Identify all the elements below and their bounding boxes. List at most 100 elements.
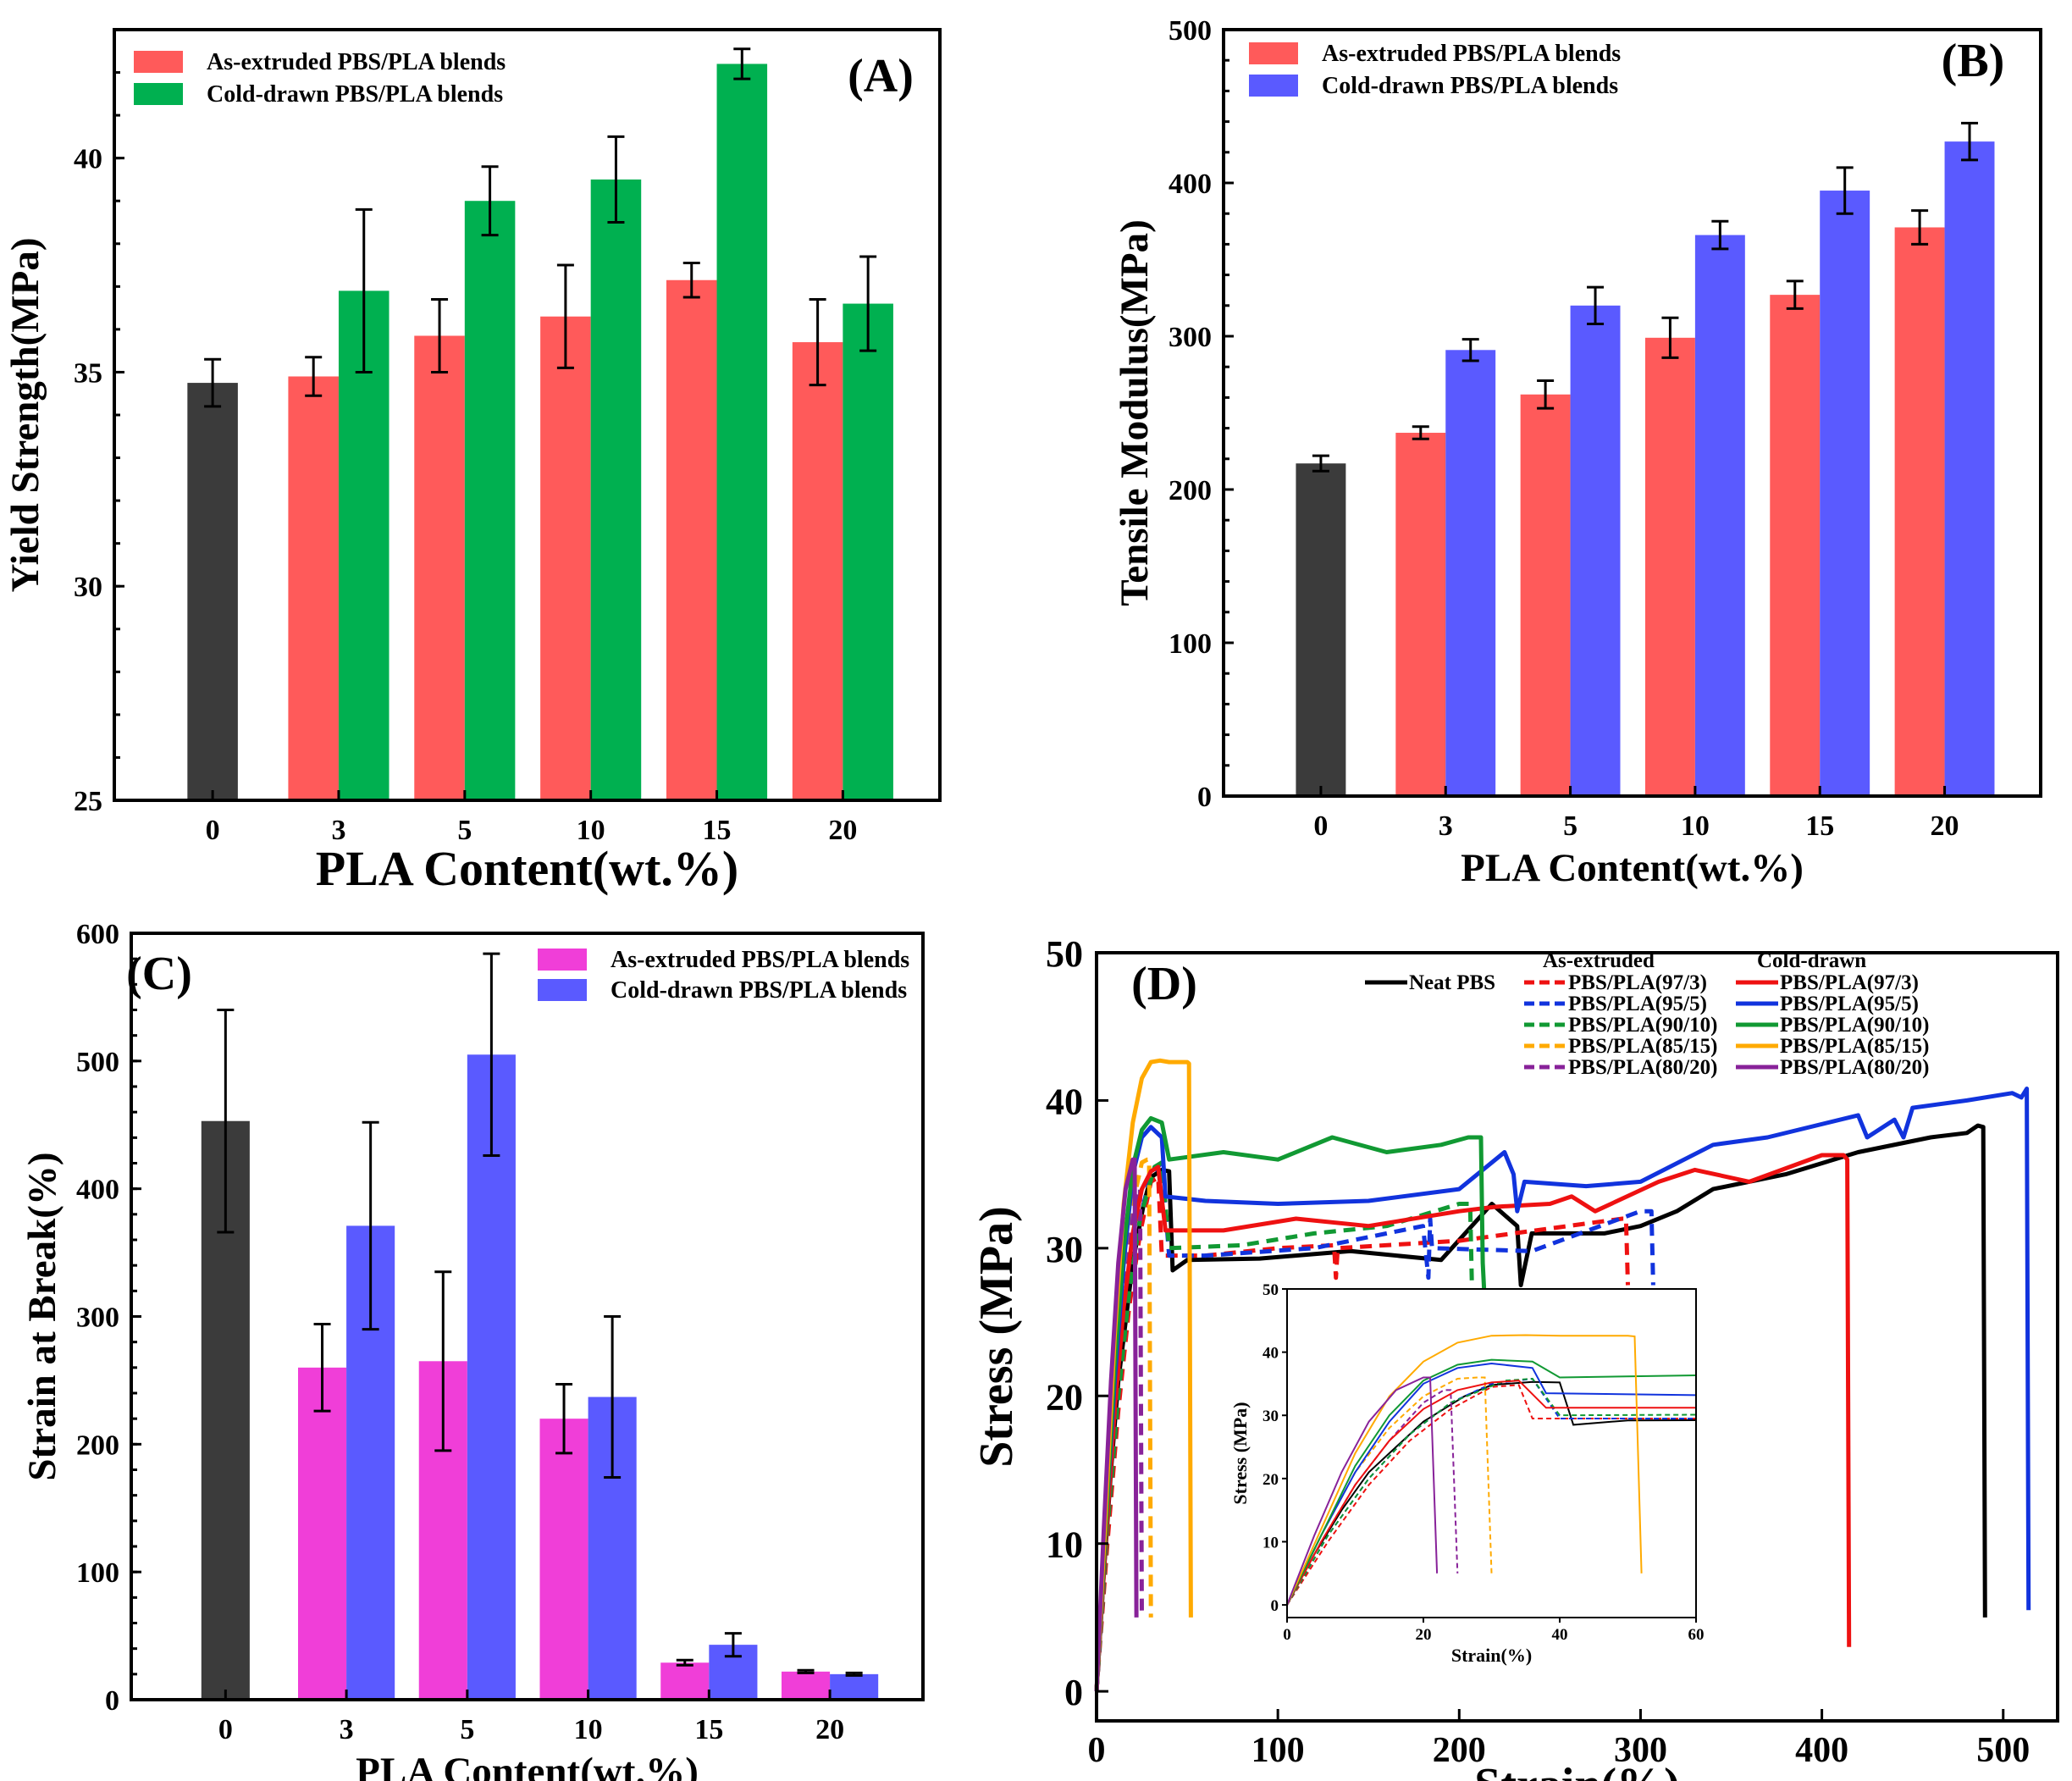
bar-as-extruded-pbs-pla-blends-3 xyxy=(1395,433,1446,796)
legend-swatch-cold-drawn-pbs-pla-blends xyxy=(538,979,587,1001)
y-tick-label: 500 xyxy=(1169,15,1212,47)
panel-d-stress-strain-chart: 010203040500100200300400500Strain(%)Stre… xyxy=(970,933,2059,1781)
y-axis-label: Strain at Break(%) xyxy=(20,1152,64,1480)
legend-label-as-extruded-pbs-pla-blends: As-extruded PBS/PLA blends xyxy=(1322,41,1621,67)
y-tick-label: 600 xyxy=(76,919,119,950)
x-tick-label-3: 3 xyxy=(340,1714,354,1745)
x-tick-label-10: 10 xyxy=(574,1714,603,1745)
legend-label-cold_drawn-pbs-pla-97-3: PBS/PLA(97/3) xyxy=(1780,971,1919,994)
x-tick-label-15: 15 xyxy=(703,815,732,846)
legend-swatch-as-extruded-pbs-pla-blends xyxy=(538,949,587,971)
bar-as-extruded-pbs-pla-blends-20 xyxy=(1894,227,1945,796)
y-tick-label: 40 xyxy=(74,144,102,175)
inset-y-tick-label: 50 xyxy=(1263,1281,1279,1299)
x-axis-label: PLA Content(wt.%) xyxy=(356,1750,699,1781)
bar-cold-drawn-pbs-pla-blends-5 xyxy=(1570,305,1621,796)
y-tick-label: 40 xyxy=(1046,1081,1083,1122)
curve-cold_drawn-pbs-pla-80-20 xyxy=(1094,1157,1139,1692)
y-tick-label: 100 xyxy=(76,1557,119,1589)
bar-as-extruded-pbs-pla-blends-5 xyxy=(414,335,465,800)
x-tick-label-0: 0 xyxy=(206,815,220,846)
curve-as_extruded-pbs-pla-95-5 xyxy=(1094,1160,1655,1692)
y-tick-label: 50 xyxy=(1046,933,1083,975)
x-tick-label-20: 20 xyxy=(828,815,857,846)
x-tick-label-15: 15 xyxy=(1805,810,1834,842)
y-tick-label: 35 xyxy=(74,357,102,389)
panel-c-strain-at-break-chart: 0 100 200 300 400 500 600 0 3 5 10 15 20 PLA Content(… xyxy=(20,919,925,1781)
legend-label-as-extruded-pbs-pla-blends: As-extruded PBS/PLA blends xyxy=(207,49,506,75)
bar-cold-drawn-pbs-pla-blends-20 xyxy=(830,1673,879,1700)
y-tick-label: 200 xyxy=(76,1430,119,1461)
y-tick-label: 200 xyxy=(1169,475,1212,506)
bar-cold-drawn-pbs-pla-blends-5 xyxy=(467,1054,516,1700)
legend-label-cold_drawn-pbs-pla-95-5: PBS/PLA(95/5) xyxy=(1780,993,1919,1015)
y-axis-label: Stress (MPa) xyxy=(970,1206,1023,1467)
y-tick-label: 25 xyxy=(74,786,102,817)
x-tick-label-3: 3 xyxy=(1439,810,1453,842)
legend-label-cold-drawn-pbs-pla-blends: Cold-drawn PBS/PLA blends xyxy=(611,977,907,1004)
x-tick-label-15: 15 xyxy=(694,1714,723,1745)
legend-label-neat-neat-pbs: Neat PBS xyxy=(1409,971,1495,994)
inset-curve-cold_drawn-pbs-pla-97-3 xyxy=(1286,1380,1696,1606)
inset-y-tick-label: 10 xyxy=(1263,1534,1279,1551)
legend-header-cold-drawn: Cold-drawn xyxy=(1757,949,1866,972)
x-tick-label-20: 20 xyxy=(1931,810,1959,842)
inset-curve-cold_drawn-pbs-pla-95-5 xyxy=(1286,1362,1697,1606)
x-tick-label: 0 xyxy=(1088,1731,1106,1770)
plot-frame xyxy=(130,932,925,1701)
inset-curve-as_extruded-pbs-pla-80-20 xyxy=(1286,1389,1459,1606)
y-tick-label: 0 xyxy=(1197,782,1212,813)
curve-cold_drawn-pbs-pla-90-10 xyxy=(1094,1115,1487,1692)
panel-b-tensile-modulus-chart: 0 100 200 300 400 500 0 3 5 10 15 20 PLA Content(wt.… xyxy=(1113,15,2042,890)
bar-cold-drawn-pbs-pla-blends-3 xyxy=(338,290,390,800)
y-tick-label: 30 xyxy=(1046,1229,1083,1270)
curve-cold_drawn-pbs-pla-97-3 xyxy=(1094,1153,1852,1692)
inset-y-tick-label: 0 xyxy=(1271,1597,1279,1615)
x-tick-label-0: 0 xyxy=(218,1714,233,1745)
legend-header-as-extruded: As-extruded xyxy=(1543,949,1655,972)
bar-cold-drawn-pbs-pla-blends-10 xyxy=(590,179,642,800)
panel-tag: (C) xyxy=(126,948,192,1000)
y-tick-label: 30 xyxy=(74,572,102,603)
y-tick-label: 400 xyxy=(76,1175,119,1206)
plot-frame xyxy=(1095,951,2059,1723)
legend-label-cold-drawn-pbs-pla-blends: Cold-drawn PBS/PLA blends xyxy=(207,81,503,108)
inset-y-tick-label: 20 xyxy=(1263,1471,1279,1489)
y-tick-label: 300 xyxy=(1169,322,1212,353)
inset-x-tick-label: 20 xyxy=(1416,1626,1432,1644)
legend-label-as-extruded-pbs-pla-blends: As-extruded PBS/PLA blends xyxy=(611,947,909,973)
inset-x-axis-label: Strain(%) xyxy=(1451,1645,1532,1666)
y-tick-label: 300 xyxy=(76,1303,119,1334)
bar-as-extruded-pbs-pla-blends-10 xyxy=(1644,337,1695,796)
y-tick-label: 10 xyxy=(1046,1524,1083,1566)
bar-as-extruded-pbs-pla-blends-3 xyxy=(297,1367,347,1700)
bar-as-extruded-pbs-pla-blends-10 xyxy=(540,316,591,800)
inset-chart: 0 10 20 30 40 50 0 20 40 60 Strain(%) Stress (MPa) xyxy=(1229,1281,1705,1666)
x-axis-label: Strain(%) xyxy=(1474,1759,1680,1781)
x-tick-label-5: 5 xyxy=(1563,810,1577,842)
x-tick-label-10: 10 xyxy=(1681,810,1710,842)
inset-y-axis-label: Stress (MPa) xyxy=(1229,1402,1251,1504)
inset-x-tick-label: 0 xyxy=(1283,1626,1291,1644)
y-tick-label: 20 xyxy=(1046,1376,1083,1418)
bar-as-extruded-pbs-pla-blends-10 xyxy=(539,1419,588,1700)
bar-as-extruded-pbs-pla-blends-20 xyxy=(792,342,843,800)
panel-tag: (D) xyxy=(1131,958,1197,1010)
inset-x-tick-label: 60 xyxy=(1688,1626,1705,1644)
legend-label-cold-drawn-pbs-pla-blends: Cold-drawn PBS/PLA blends xyxy=(1322,73,1618,99)
x-tick-label-10: 10 xyxy=(577,815,605,846)
legend-label-as_extruded-pbs-pla-90-10: PBS/PLA(90/10) xyxy=(1568,1014,1717,1037)
legend-label-as_extruded-pbs-pla-80-20: PBS/PLA(80/20) xyxy=(1568,1056,1717,1079)
bar-as-extruded-pbs-pla-blends-20 xyxy=(781,1671,831,1700)
inset-curve-as_extruded-pbs-pla-97-3 xyxy=(1286,1384,1696,1606)
legend-label-as_extruded-pbs-pla-97-3: PBS/PLA(97/3) xyxy=(1568,971,1707,994)
y-axis-label: Tensile Modulus(MPa) xyxy=(1113,219,1157,606)
y-tick-label: 500 xyxy=(76,1047,119,1078)
x-axis-label: PLA Content(wt.%) xyxy=(316,841,738,896)
inset-border xyxy=(1286,1288,1697,1618)
curve-as_extruded-pbs-pla-97-3 xyxy=(1094,1175,1630,1692)
x-tick-label-20: 20 xyxy=(815,1714,844,1745)
bar-cold-drawn-pbs-pla-blends-5 xyxy=(464,201,516,800)
panel-tag: (A) xyxy=(848,50,914,102)
